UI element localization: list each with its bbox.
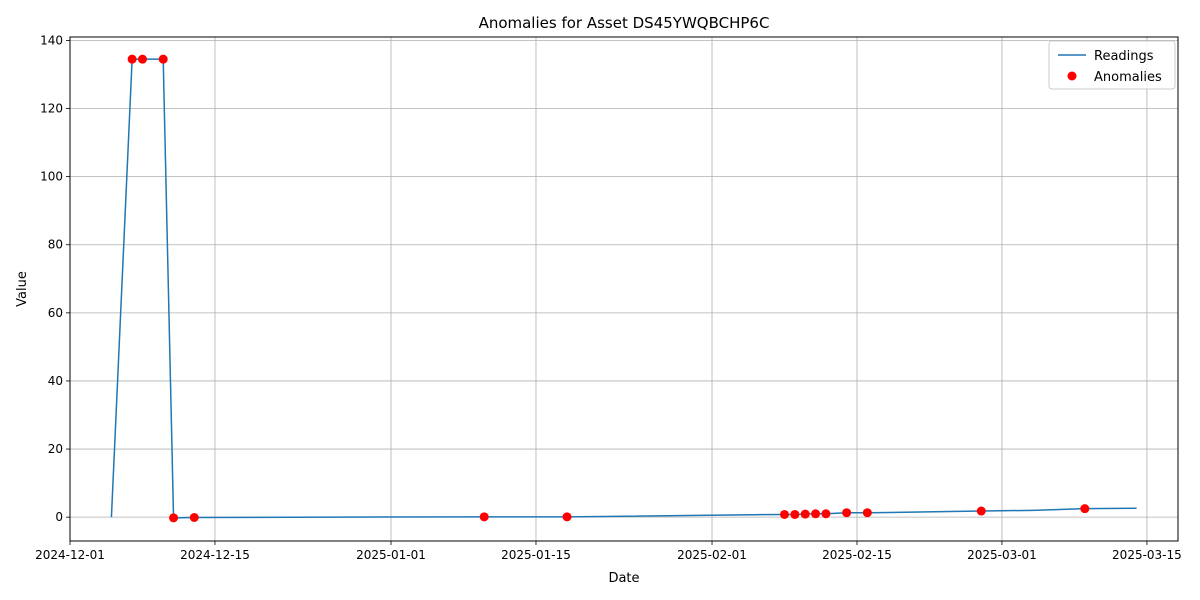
series-layer	[110, 54, 1137, 523]
anomaly-point	[811, 509, 821, 519]
anomaly-point	[137, 54, 147, 64]
x-tick-label: 2025-01-01	[356, 548, 426, 562]
y-tick-label: 0	[55, 510, 63, 524]
x-tick-label: 2025-02-15	[822, 548, 892, 562]
legend-anomalies-label: Anomalies	[1094, 70, 1162, 85]
anomaly-point	[479, 512, 489, 522]
y-tick-label: 100	[40, 170, 63, 184]
plot-frame	[69, 36, 1179, 542]
anomaly-point	[189, 513, 199, 523]
anomaly-point	[780, 509, 790, 519]
x-tick-label: 2025-01-15	[501, 548, 571, 562]
x-tick-label: 2024-12-01	[35, 548, 105, 562]
anomaly-point	[800, 509, 810, 519]
anomaly-point	[976, 506, 986, 516]
y-tick-label: 60	[48, 306, 63, 320]
y-tick-label: 140	[40, 33, 63, 47]
y-tick-label: 20	[48, 442, 63, 456]
anomaly-point	[158, 54, 168, 64]
x-tick-label: 2024-12-15	[180, 548, 250, 562]
y-axis-label: Value	[15, 271, 30, 307]
anomaly-point	[842, 508, 852, 518]
chart-title: Anomalies for Asset DS45YWQBCHP6C	[479, 14, 770, 32]
readings-line	[110, 58, 1137, 519]
legend-box	[1048, 40, 1176, 90]
x-tick-label: 2025-02-01	[677, 548, 747, 562]
y-tick-label: 40	[48, 374, 63, 388]
x-axis-label: Date	[608, 571, 639, 586]
anomaly-point	[821, 509, 831, 519]
legend-anomalies-marker	[1067, 71, 1077, 81]
y-tick-label: 80	[48, 238, 63, 252]
anomaly-point	[562, 512, 572, 522]
x-tick-label: 2025-03-01	[967, 548, 1037, 562]
legend: Readings Anomalies	[1048, 40, 1176, 90]
anomaly-point	[1080, 504, 1090, 514]
anomaly-point	[169, 513, 179, 523]
anomaly-point	[862, 508, 872, 518]
x-tick-label: 2025-03-15	[1112, 548, 1182, 562]
anomaly-point	[127, 54, 137, 64]
anomaly-point	[790, 509, 800, 519]
ticks: 2024-12-01 2024-12-15 2025-01-01 2025-01-15…	[35, 33, 1182, 562]
y-tick-label: 120	[40, 102, 63, 116]
legend-readings-label: Readings	[1094, 49, 1154, 64]
